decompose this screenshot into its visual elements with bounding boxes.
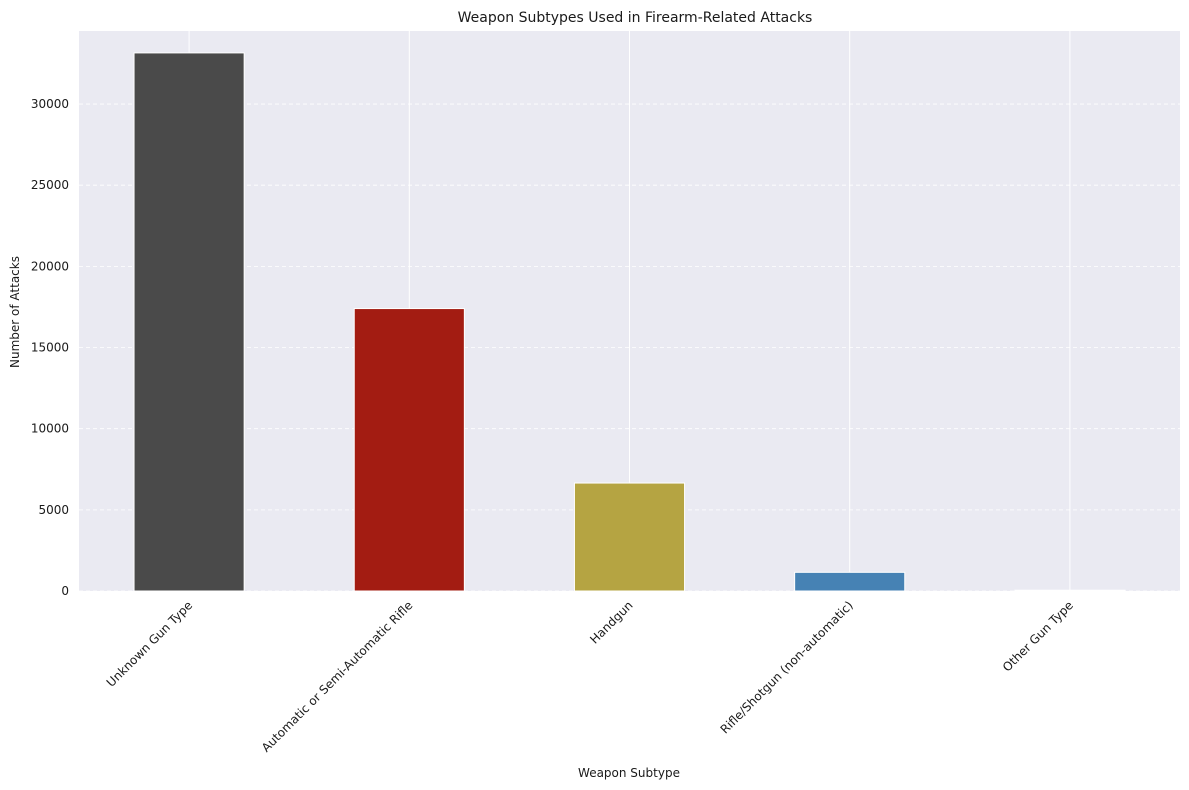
x-tick-label: Automatic or Semi-Automatic Rifle <box>259 598 416 755</box>
bar <box>573 482 686 592</box>
y-tick-label: 20000 <box>31 259 69 273</box>
bar <box>1014 589 1126 592</box>
x-tick-label: Rifle/Shotgun (non-automatic) <box>718 598 856 736</box>
grid <box>79 31 1180 592</box>
bars <box>133 52 1126 592</box>
chart-title: Weapon Subtypes Used in Firearm-Related … <box>458 10 813 26</box>
y-tick-label: 30000 <box>31 97 69 111</box>
y-tick-labels: 0 5000 10000 15000 20000 25000 30000 <box>31 97 69 598</box>
x-tick-label: Unknown Gun Type <box>104 598 196 690</box>
y-tick-label: 0 <box>61 584 69 598</box>
y-axis-label: Number of Attacks <box>8 256 22 368</box>
y-tick-label: 5000 <box>38 503 69 517</box>
x-tick-label: Handgun <box>587 598 635 646</box>
y-tick-label: 25000 <box>31 178 69 192</box>
x-tick-label: Other Gun Type <box>1000 598 1076 674</box>
x-tick-labels: Unknown Gun Type Automatic or Semi-Automa… <box>104 598 1076 755</box>
bar <box>794 571 906 592</box>
y-tick-label: 15000 <box>31 341 69 355</box>
bar <box>133 52 245 592</box>
x-axis-label: Weapon Subtype <box>578 766 680 780</box>
bar <box>353 308 465 592</box>
y-tick-label: 10000 <box>31 422 69 436</box>
